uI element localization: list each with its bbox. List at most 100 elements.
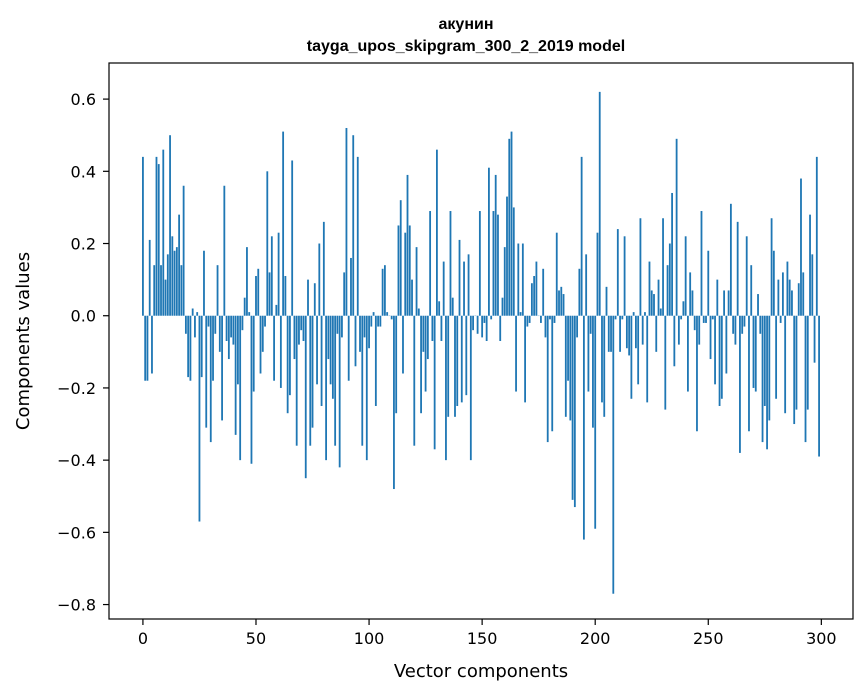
bar-0 bbox=[142, 156, 144, 316]
bar-119 bbox=[411, 279, 413, 316]
bar-105 bbox=[379, 315, 382, 327]
bar-50 bbox=[255, 276, 257, 316]
bar-220 bbox=[639, 218, 642, 316]
bar-273 bbox=[759, 315, 762, 334]
bar-228 bbox=[657, 279, 660, 316]
bar-121 bbox=[415, 247, 418, 316]
y-tick-label: 0.2 bbox=[71, 235, 96, 254]
bar-68 bbox=[295, 315, 298, 446]
bar-61 bbox=[279, 315, 282, 388]
bar-136 bbox=[449, 211, 452, 316]
bar-158 bbox=[499, 315, 502, 341]
bar-40 bbox=[232, 315, 235, 345]
bar-282 bbox=[779, 315, 782, 323]
bar-169 bbox=[524, 315, 526, 403]
bar-97 bbox=[361, 315, 364, 446]
x-tick-label: 0 bbox=[138, 629, 148, 648]
bar-110 bbox=[390, 315, 393, 320]
x-tick-label: 100 bbox=[354, 629, 385, 648]
bar-20 bbox=[187, 315, 190, 378]
bar-7 bbox=[157, 164, 160, 316]
bar-15 bbox=[175, 247, 178, 316]
bar-115 bbox=[402, 315, 404, 374]
bar-277 bbox=[768, 315, 771, 421]
bar-295 bbox=[809, 214, 811, 316]
bar-36 bbox=[223, 185, 226, 316]
bar-176 bbox=[540, 315, 542, 323]
bar-198 bbox=[589, 315, 592, 334]
bar-179 bbox=[546, 315, 549, 443]
bar-88 bbox=[341, 315, 343, 338]
bar-254 bbox=[716, 279, 719, 316]
bar-274 bbox=[761, 315, 764, 443]
bar-265 bbox=[741, 315, 744, 334]
bar-195 bbox=[582, 315, 585, 540]
bar-204 bbox=[603, 315, 606, 417]
bar-70 bbox=[300, 315, 303, 331]
bar-262 bbox=[734, 315, 737, 345]
bar-177 bbox=[542, 268, 545, 316]
bar-206 bbox=[607, 315, 610, 352]
bar-111 bbox=[393, 315, 395, 490]
bar-261 bbox=[732, 315, 735, 334]
bar-57 bbox=[270, 236, 273, 316]
bar-95 bbox=[356, 156, 359, 316]
bar-27 bbox=[203, 250, 205, 316]
y-tick-label: −0.4 bbox=[57, 451, 96, 470]
bar-90 bbox=[345, 127, 348, 316]
bar-267 bbox=[745, 236, 748, 316]
bar-149 bbox=[478, 211, 481, 316]
bar-235 bbox=[673, 315, 676, 367]
bar-154 bbox=[490, 315, 493, 320]
bar-116 bbox=[404, 232, 407, 316]
bar-25 bbox=[198, 315, 201, 522]
bar-162 bbox=[508, 138, 511, 316]
bar-19 bbox=[184, 315, 187, 334]
bar-233 bbox=[668, 243, 671, 316]
bar-257 bbox=[723, 290, 726, 316]
bar-185 bbox=[560, 286, 563, 316]
bar-266 bbox=[743, 315, 746, 327]
y-tick-label: −0.2 bbox=[57, 379, 96, 398]
y-tick-label: 0.4 bbox=[71, 162, 96, 181]
plot-frame bbox=[108, 62, 854, 620]
bar-232 bbox=[666, 265, 669, 316]
y-tick-label: −0.8 bbox=[57, 596, 96, 615]
bar-209 bbox=[614, 315, 617, 320]
bar-201 bbox=[596, 232, 599, 316]
bar-133 bbox=[442, 261, 445, 316]
bar-260 bbox=[729, 203, 732, 316]
bar-112 bbox=[395, 315, 398, 414]
bar-104 bbox=[377, 315, 380, 327]
bar-87 bbox=[338, 315, 341, 468]
bar-24 bbox=[196, 312, 199, 316]
bar-290 bbox=[797, 283, 800, 316]
bar-208 bbox=[612, 315, 615, 594]
bar-114 bbox=[399, 200, 402, 316]
bar-226 bbox=[653, 294, 655, 316]
bar-47 bbox=[248, 312, 251, 316]
bar-4 bbox=[151, 315, 153, 374]
bar-84 bbox=[331, 315, 334, 399]
x-tick-label: 150 bbox=[467, 629, 498, 648]
bar-247 bbox=[700, 211, 703, 316]
bar-33 bbox=[216, 265, 219, 316]
bar-135 bbox=[447, 315, 450, 417]
bar-200 bbox=[594, 315, 597, 529]
bar-107 bbox=[383, 265, 386, 316]
bar-22 bbox=[191, 308, 194, 316]
bar-152 bbox=[485, 315, 488, 341]
bar-250 bbox=[707, 250, 710, 316]
bar-6 bbox=[155, 156, 158, 316]
bar-137 bbox=[451, 297, 454, 316]
bar-249 bbox=[705, 315, 707, 323]
bar-145 bbox=[469, 315, 472, 461]
bar-181 bbox=[551, 315, 554, 432]
bar-241 bbox=[687, 315, 689, 392]
bar-214 bbox=[625, 315, 628, 349]
bar-166 bbox=[517, 243, 520, 316]
bar-150 bbox=[481, 315, 484, 338]
bar-38 bbox=[227, 315, 230, 360]
bar-17 bbox=[180, 265, 183, 316]
